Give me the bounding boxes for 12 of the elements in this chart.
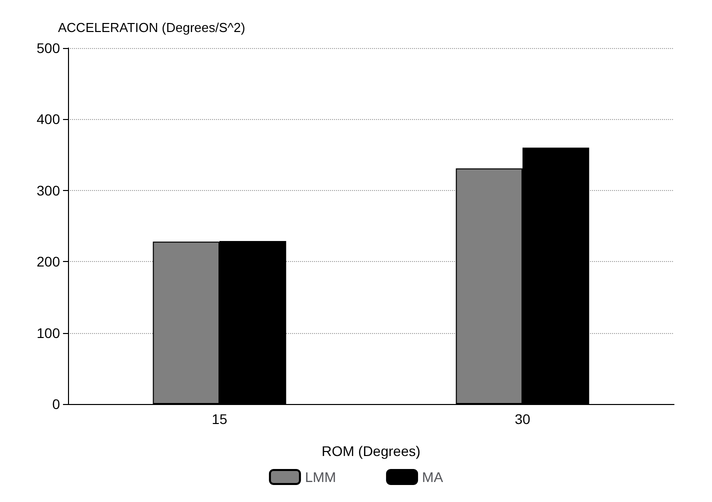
y-tick-label: 500 bbox=[36, 40, 60, 56]
y-tick-label: 0 bbox=[52, 396, 60, 412]
x-tick-label: 15 bbox=[212, 411, 228, 427]
y-axis-title: ACCELERATION (Degrees/S^2) bbox=[58, 20, 246, 35]
y-tick-label: 400 bbox=[36, 111, 60, 128]
y-tick-label: 100 bbox=[36, 324, 60, 341]
legend-label: MA bbox=[422, 469, 444, 485]
x-axis-title: ROM (Degrees) bbox=[322, 443, 420, 459]
x-tick-label: 30 bbox=[514, 411, 530, 427]
legend-label: LMM bbox=[304, 469, 336, 485]
y-tick-label: 300 bbox=[36, 182, 60, 198]
y-tick-label: 200 bbox=[36, 254, 60, 270]
